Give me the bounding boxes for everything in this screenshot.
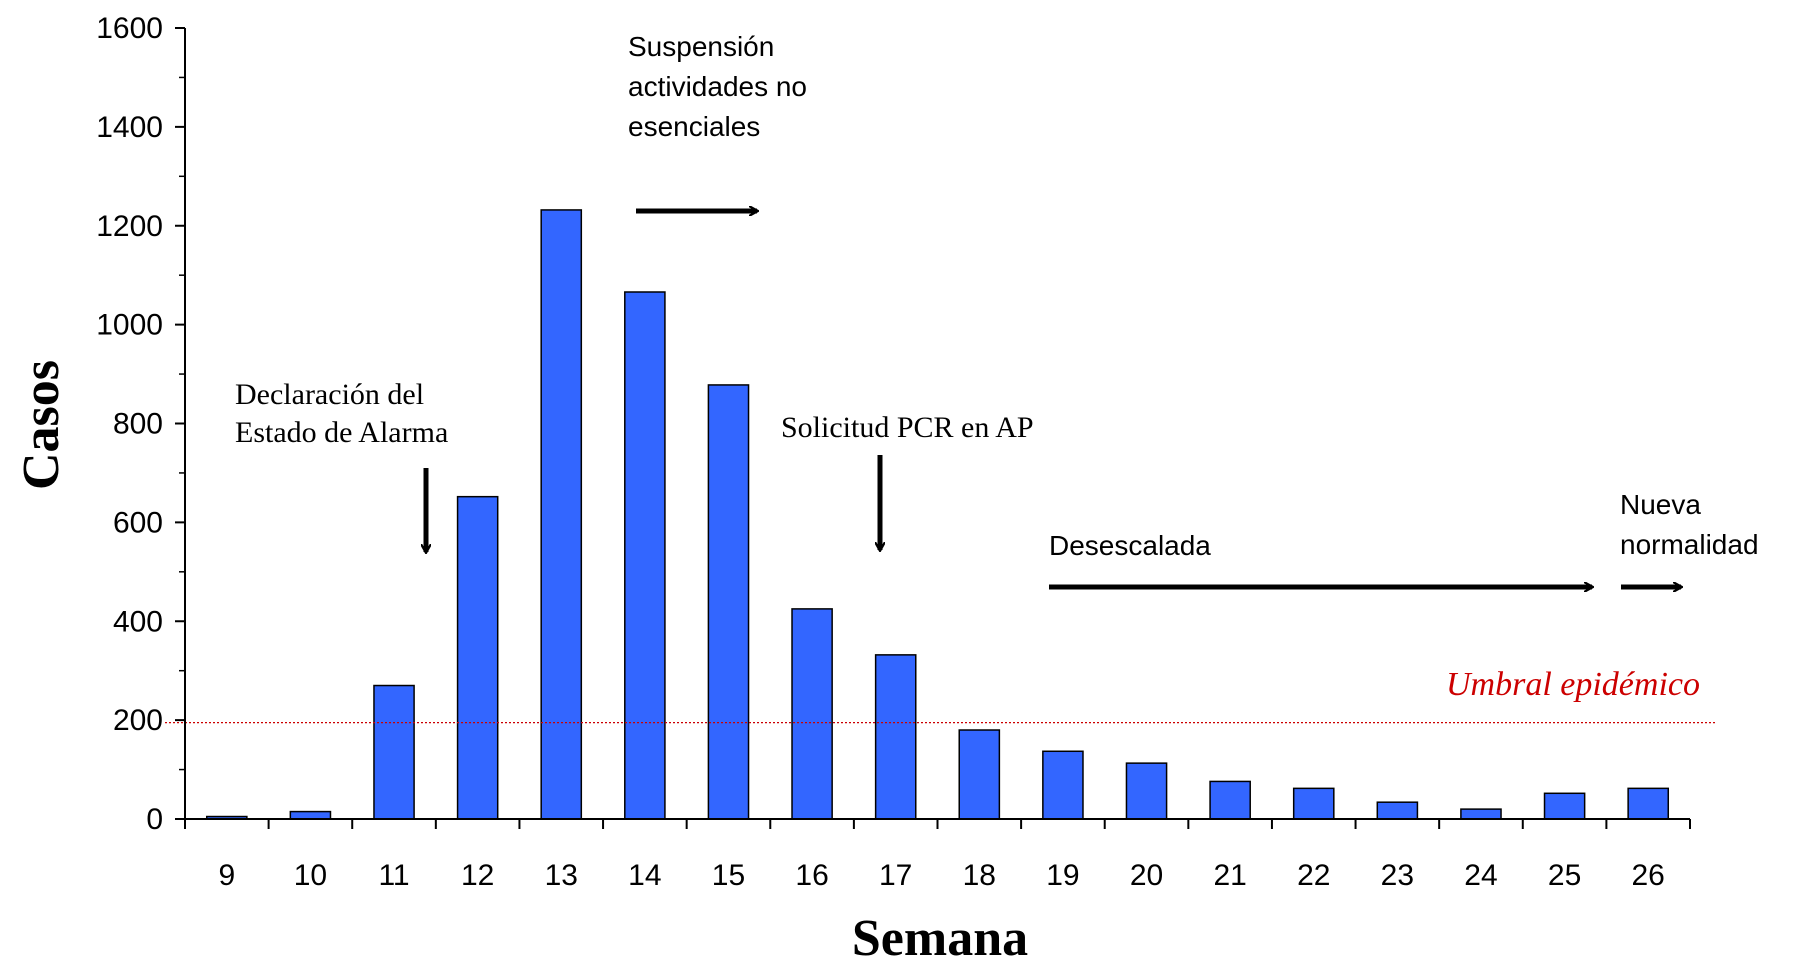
annotation-alarma: Declaración del Estado de Alarma xyxy=(235,378,448,552)
x-tick-label: 23 xyxy=(1381,859,1414,892)
bar-week-16 xyxy=(791,608,833,820)
bar-week-10 xyxy=(289,810,332,820)
x-tick-label: 15 xyxy=(712,859,745,892)
x-axis-title: Semana xyxy=(852,910,1028,967)
annotation-desescalada-text: Desescalada xyxy=(1049,530,1211,561)
bar-week-22 xyxy=(1292,787,1335,820)
x-tick-label: 13 xyxy=(545,859,578,892)
annotation-alarma-text: Declaración del Estado de Alarma xyxy=(235,378,448,449)
annotation-pcr: Solicitud PCR en AP xyxy=(781,411,1034,550)
x-tick-label: 12 xyxy=(461,859,494,892)
x-tick-label: 10 xyxy=(294,859,327,892)
bar-week-23 xyxy=(1376,801,1419,820)
y-tick-label: 1200 xyxy=(96,210,163,243)
y-axis-ticks: 0 200 400 600 800 1000 1200 1400 1600 xyxy=(96,12,185,836)
annotation-suspension: Suspensión actividades no esenciales xyxy=(628,31,815,211)
x-axis-ticks: 9 10 11 12 13 14 15 16 17 18 19 20 21 22 23 24 25 26 xyxy=(184,819,1691,892)
bar-week-26 xyxy=(1627,787,1670,820)
y-tick-label: 1400 xyxy=(96,111,163,144)
annotation-desescalada: Desescalada xyxy=(1049,530,1592,587)
bar-week-14 xyxy=(624,291,666,820)
x-tick-label: 11 xyxy=(378,859,409,892)
x-tick-label: 25 xyxy=(1548,859,1581,892)
annotation-suspension-text: Suspensión actividades no esenciales xyxy=(628,31,815,142)
bar-week-25 xyxy=(1543,792,1586,820)
y-tick-label: 400 xyxy=(113,605,163,638)
annotation-pcr-text: Solicitud PCR en AP xyxy=(781,411,1034,444)
bar-week-12 xyxy=(456,495,499,820)
annotation-nueva-normalidad: Nueva normalidad xyxy=(1620,489,1759,587)
y-tick-label: 200 xyxy=(113,704,163,737)
bars xyxy=(205,209,1670,820)
bar-week-24 xyxy=(1460,808,1502,820)
x-tick-label: 20 xyxy=(1130,859,1163,892)
bar-week-11 xyxy=(373,684,415,820)
annotation-nueva-text: Nueva normalidad xyxy=(1620,489,1759,560)
threshold-label: Umbral epidémico xyxy=(1446,666,1700,703)
x-tick-label: 18 xyxy=(963,859,996,892)
y-tick-label: 0 xyxy=(146,803,163,836)
x-tick-label: 19 xyxy=(1046,859,1079,892)
y-tick-label: 1600 xyxy=(96,12,163,45)
y-tick-label: 800 xyxy=(113,408,163,441)
x-tick-label: 22 xyxy=(1297,859,1330,892)
x-tick-label: 9 xyxy=(218,859,235,892)
x-tick-label: 21 xyxy=(1213,859,1246,892)
x-tick-label: 14 xyxy=(628,859,661,892)
y-axis-title: Casos xyxy=(13,360,70,490)
bar-week-19 xyxy=(1042,750,1084,820)
y-tick-label: 1000 xyxy=(96,309,163,342)
bar-week-17 xyxy=(874,654,917,820)
bar-week-21 xyxy=(1209,780,1251,820)
x-tick-label: 17 xyxy=(879,859,912,892)
bar-week-20 xyxy=(1125,762,1168,820)
bar-week-13 xyxy=(540,209,583,820)
y-tick-label: 600 xyxy=(113,506,163,539)
bar-week-18 xyxy=(958,729,1001,820)
x-tick-label: 26 xyxy=(1632,859,1665,892)
x-tick-label: 16 xyxy=(795,859,828,892)
bar-week-15 xyxy=(707,384,750,820)
x-tick-label: 24 xyxy=(1464,859,1497,892)
